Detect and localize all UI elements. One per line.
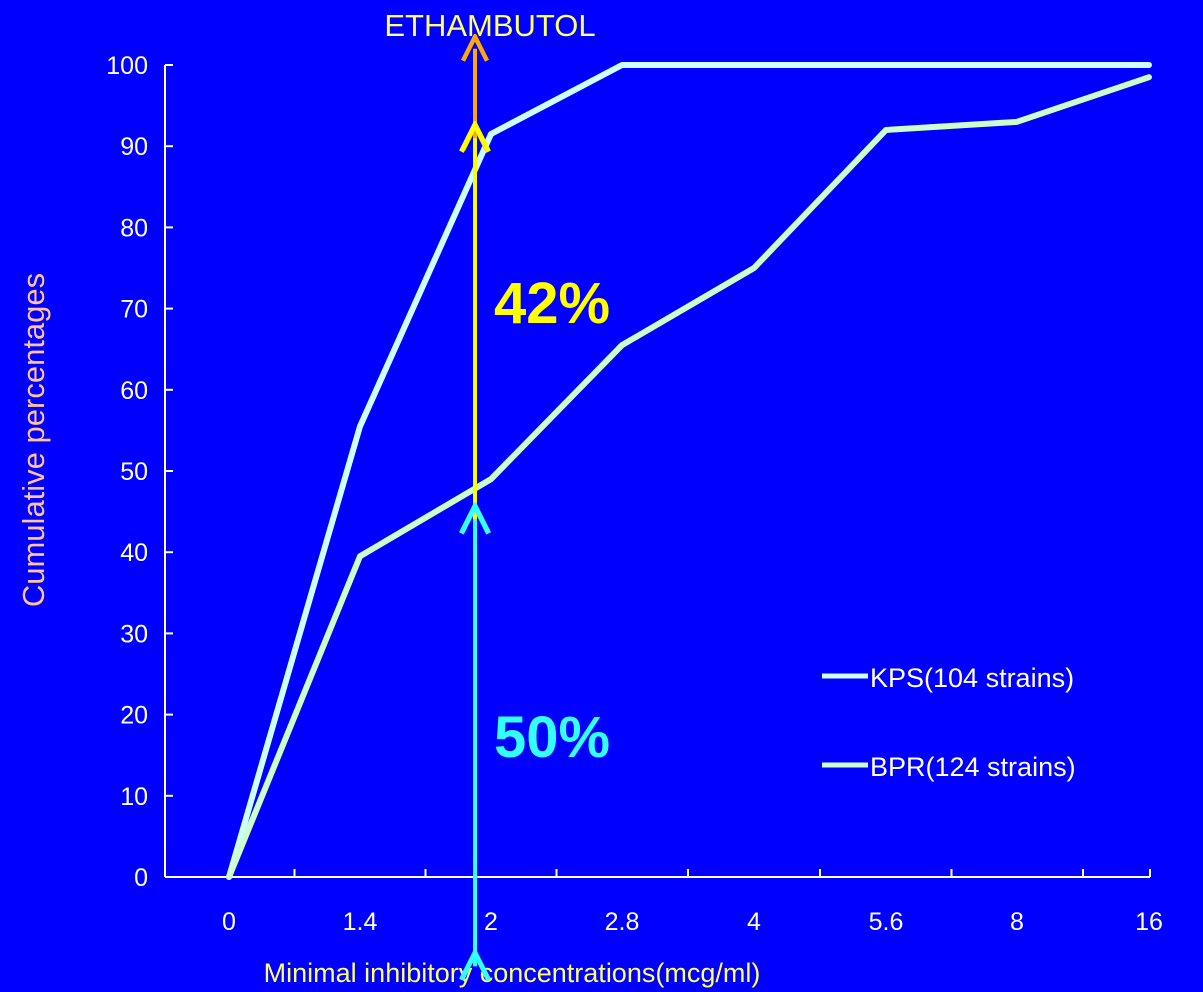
- x-tick-label: 8: [1010, 908, 1024, 936]
- legend: KPS(104 strains) BPR(124 strains): [822, 663, 1076, 782]
- series-line-bpr: [226, 74, 1152, 880]
- chart-title: ETHAMBUTOL: [384, 8, 595, 43]
- y-tick-label: 20: [120, 702, 148, 730]
- y-tick-label: 70: [120, 296, 148, 324]
- x-tick-label: 2: [484, 908, 498, 936]
- y-ticks: 0 10 20 30 40 50 60 70 80 90 100: [106, 52, 173, 892]
- y-tick-label: 80: [120, 214, 148, 242]
- y-tick-label: 90: [120, 133, 148, 161]
- y-tick-label: 50: [120, 458, 148, 486]
- y-tick-label: 60: [120, 377, 148, 405]
- x-tick-label: 4: [747, 908, 761, 936]
- x-tick-label: 0: [222, 908, 236, 936]
- y-tick-label: 0: [134, 864, 148, 892]
- x-tick-label: 16: [1135, 908, 1163, 936]
- x-ticks: 0 1.4 2 2.8 4 5.6 8 16: [164, 869, 1163, 936]
- annotation-label-42: 42%: [494, 271, 610, 336]
- series-lines: [226, 62, 1152, 880]
- y-tick-label: 30: [120, 620, 148, 648]
- x-tick-label: 5.6: [869, 908, 904, 936]
- series-line-kps: [226, 62, 1152, 880]
- y-axis-label: Cumulative percentages: [16, 273, 51, 607]
- y-tick-label: 40: [120, 539, 148, 567]
- annotation-label-50: 50%: [494, 705, 610, 770]
- x-axis-label: Minimal inhibitory concentrations(mcg/ml…: [264, 958, 761, 988]
- y-tick-label: 10: [120, 783, 148, 811]
- y-tick-label: 100: [106, 52, 148, 80]
- legend-label-bpr: BPR(124 strains): [870, 752, 1076, 782]
- x-tick-label: 1.4: [343, 908, 378, 936]
- legend-label-kps: KPS(104 strains): [870, 663, 1074, 693]
- x-tick-label: 2.8: [605, 908, 640, 936]
